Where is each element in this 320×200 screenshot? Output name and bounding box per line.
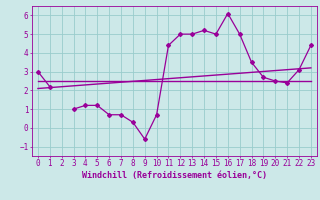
X-axis label: Windchill (Refroidissement éolien,°C): Windchill (Refroidissement éolien,°C) <box>82 171 267 180</box>
